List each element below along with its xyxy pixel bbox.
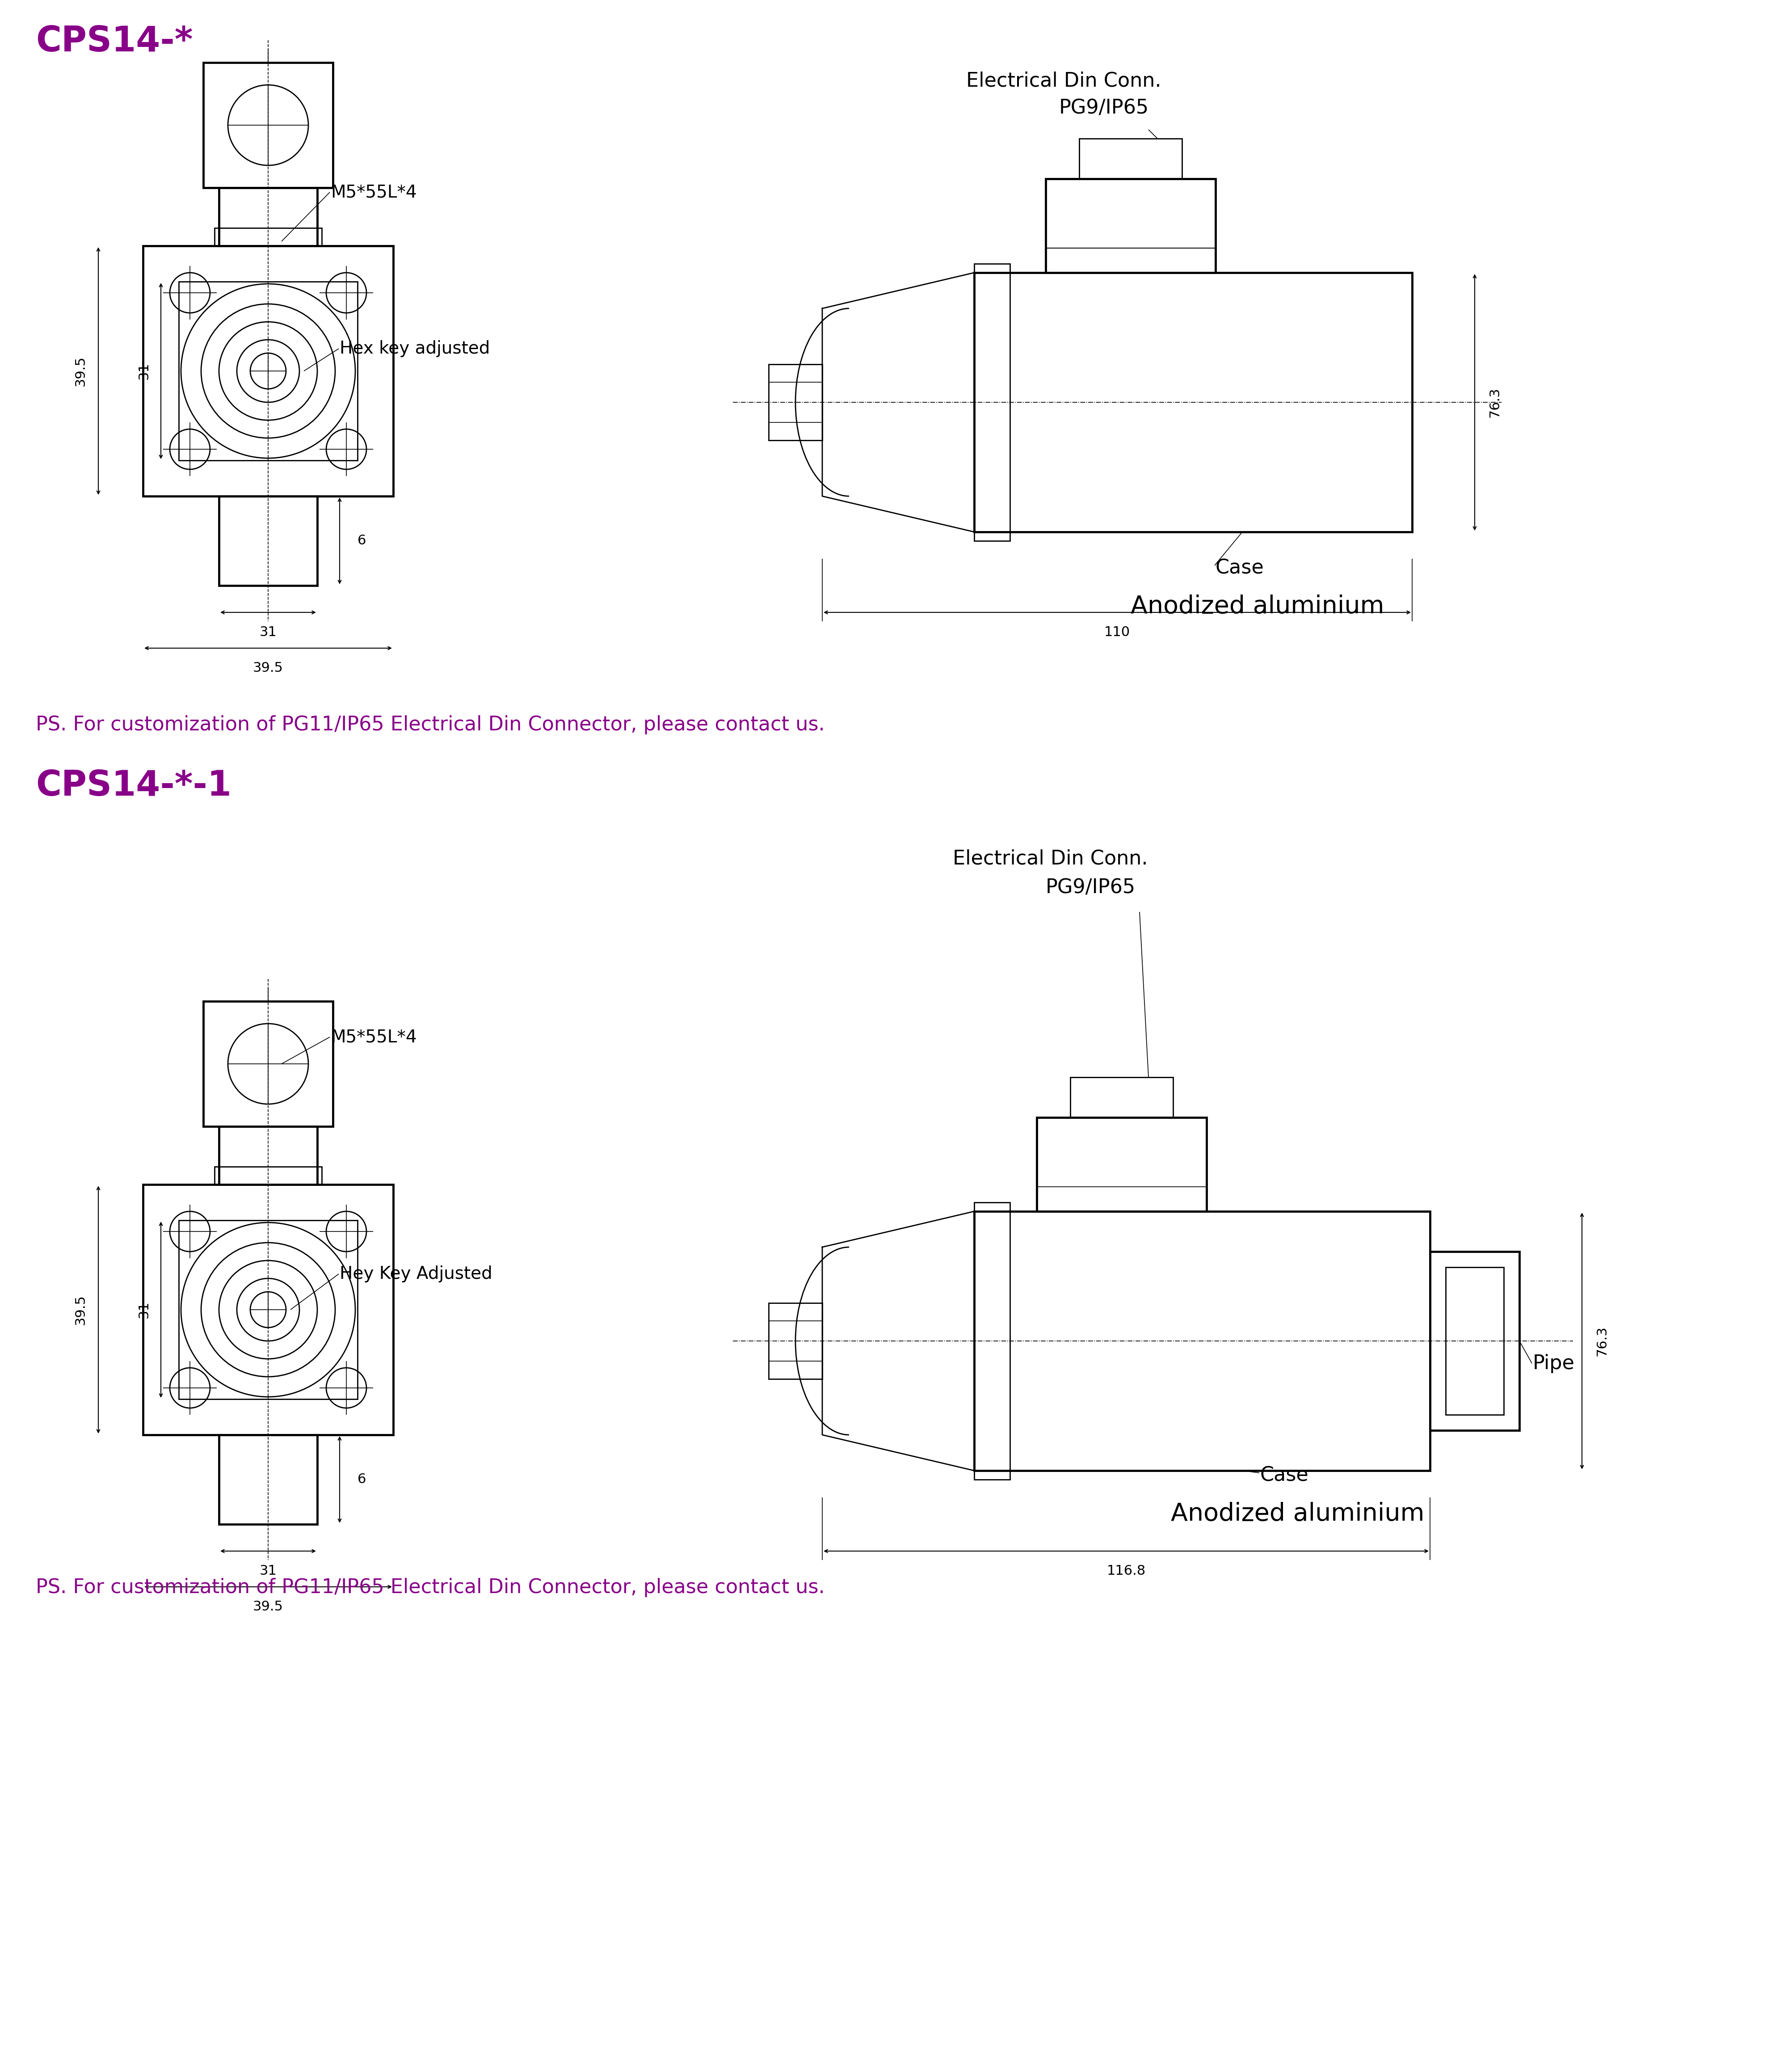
- Bar: [769, 1303, 823, 1378]
- Text: M5*55L*4: M5*55L*4: [332, 1029, 418, 1045]
- Text: 39.5: 39.5: [73, 356, 88, 387]
- Bar: [143, 1184, 392, 1436]
- Text: Hey Key Adjusted: Hey Key Adjusted: [340, 1266, 493, 1282]
- Bar: [975, 272, 1412, 532]
- Text: 31: 31: [260, 1564, 276, 1577]
- Bar: [215, 1166, 323, 1184]
- Text: 6: 6: [358, 534, 366, 548]
- Text: Case: Case: [1215, 558, 1263, 579]
- Text: CPS14-*: CPS14-*: [36, 25, 194, 59]
- Text: 76.3: 76.3: [1595, 1325, 1609, 1356]
- Bar: [975, 1211, 1430, 1470]
- Text: Electrical Din Conn.: Electrical Din Conn.: [953, 849, 1147, 869]
- Text: PG9/IP65: PG9/IP65: [1045, 879, 1136, 898]
- Bar: [202, 1002, 333, 1127]
- Bar: [975, 1202, 1011, 1479]
- Bar: [1079, 139, 1183, 178]
- Bar: [143, 245, 392, 497]
- Bar: [975, 264, 1011, 540]
- Bar: [219, 1127, 317, 1184]
- Text: PS. For customization of PG11/IP65 Electrical Din Connector, please contact us.: PS. For customization of PG11/IP65 Elect…: [36, 1579, 824, 1597]
- Text: CPS14-*-1: CPS14-*-1: [36, 769, 231, 804]
- Bar: [1070, 1078, 1174, 1117]
- Text: 39.5: 39.5: [73, 1294, 88, 1325]
- Text: 6: 6: [358, 1472, 366, 1487]
- Bar: [1047, 178, 1215, 272]
- Text: Anodized aluminium: Anodized aluminium: [1131, 595, 1383, 620]
- Text: 116.8: 116.8: [1107, 1564, 1145, 1577]
- Text: Pipe: Pipe: [1532, 1354, 1575, 1372]
- Bar: [1047, 247, 1215, 272]
- Bar: [215, 227, 323, 245]
- Bar: [179, 282, 358, 460]
- Text: 110: 110: [1104, 626, 1131, 638]
- Text: 31: 31: [138, 1301, 151, 1319]
- Bar: [219, 1436, 317, 1524]
- Bar: [1430, 1252, 1520, 1429]
- Text: M5*55L*4: M5*55L*4: [332, 184, 418, 200]
- Bar: [219, 497, 317, 585]
- Text: 76.3: 76.3: [1489, 387, 1502, 417]
- Bar: [769, 364, 823, 440]
- Bar: [179, 1221, 358, 1399]
- Text: Hex key adjusted: Hex key adjusted: [340, 339, 489, 358]
- Bar: [219, 188, 317, 245]
- Text: PS. For customization of PG11/IP65 Electrical Din Connector, please contact us.: PS. For customization of PG11/IP65 Elect…: [36, 716, 824, 734]
- Text: Electrical Din Conn.: Electrical Din Conn.: [966, 72, 1161, 90]
- Text: Anodized aluminium: Anodized aluminium: [1170, 1501, 1425, 1526]
- Text: 39.5: 39.5: [253, 661, 283, 675]
- Text: 39.5: 39.5: [253, 1601, 283, 1614]
- Bar: [202, 63, 333, 188]
- Text: Case: Case: [1260, 1466, 1308, 1485]
- Text: 31: 31: [260, 626, 276, 638]
- Text: PG9/IP65: PG9/IP65: [1059, 98, 1149, 117]
- Text: 31: 31: [138, 362, 151, 380]
- Bar: [1038, 1117, 1206, 1211]
- Bar: [1446, 1268, 1503, 1415]
